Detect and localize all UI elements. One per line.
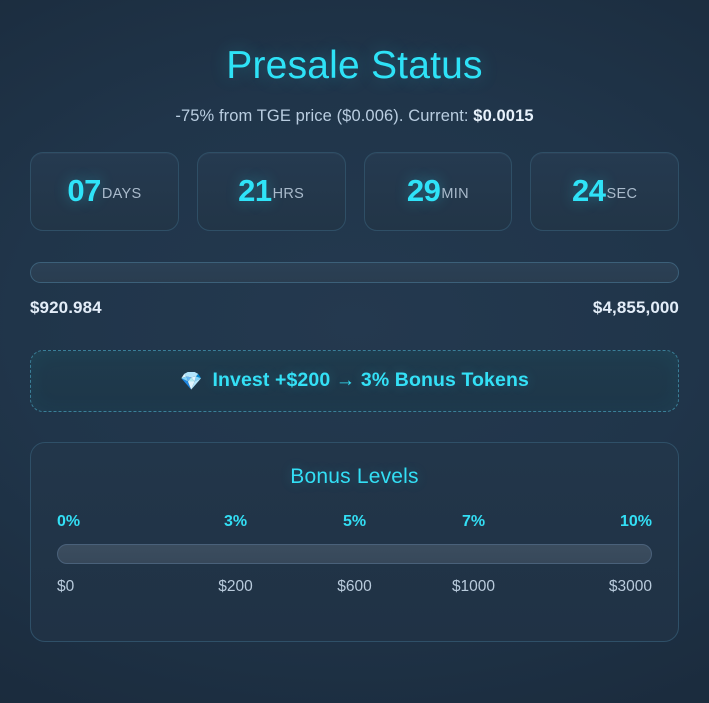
countdown-seconds-label: SEC (606, 186, 638, 203)
bonus-amount-3: $1000 (451, 577, 496, 595)
bonus-percent-1: 3% (223, 512, 248, 530)
bonus-percent-0: 0% (57, 512, 81, 530)
bonus-amount-0: $0 (57, 577, 75, 595)
current-price-value: $0.0015 (473, 106, 534, 125)
bonus-amount-4: $3000 (608, 577, 652, 595)
bonus-percent-labels: 0% 3% 5% 7% 10% (57, 513, 652, 531)
amount-raised: $920.984 (30, 297, 102, 317)
page-title: Presale Status (226, 44, 483, 87)
countdown-seconds-value: 24 (572, 173, 606, 209)
bonus-amount-labels: $0 $200 $600 $1000 $3000 (57, 578, 652, 596)
bonus-percent-4: 10% (619, 512, 652, 530)
progress-bar-track (30, 261, 679, 283)
gem-icon: 💎 (180, 370, 203, 391)
countdown-hours-label: HRS (272, 186, 305, 203)
countdown-timer: 07 DAYS 21 HRS 29 MIN 24 SEC (30, 151, 679, 231)
bonus-amount-2: $600 (337, 577, 372, 595)
invest-banner-label: Invest +$200 → 3% Bonus Tokens (212, 369, 529, 392)
subtitle-prefix-text: -75% from TGE price ($0.006). Current: (175, 106, 474, 125)
bonus-levels-card: Bonus Levels 0% 3% 5% 7% 10% $0 $200 $60… (30, 441, 679, 642)
countdown-box-hours: 21 HRS (196, 151, 346, 231)
countdown-minutes-label: MIN (441, 186, 469, 203)
price-subtitle: -75% from TGE price ($0.006). Current: $… (30, 107, 679, 126)
countdown-days-value: 07 (67, 173, 101, 209)
countdown-hours-value: 21 (238, 173, 272, 209)
bonus-levels-title: Bonus Levels (290, 464, 419, 488)
bonus-percent-3: 7% (461, 512, 486, 530)
countdown-box-seconds: 24 SEC (530, 151, 679, 231)
presale-progress: $920.984 $4,855,000 (30, 261, 679, 318)
progress-labels: $920.984 $4,855,000 (30, 298, 679, 318)
bonus-amount-1: $200 (218, 577, 253, 595)
amount-goal: $4,855,000 (592, 297, 679, 317)
countdown-box-days: 07 DAYS (30, 151, 179, 231)
countdown-box-minutes: 29 MIN (363, 151, 513, 231)
bonus-bar-track[interactable] (57, 543, 652, 564)
invest-bonus-banner[interactable]: 💎 Invest +$200 → 3% Bonus Tokens (30, 349, 679, 412)
bonus-percent-2: 5% (342, 512, 367, 530)
countdown-minutes-value: 29 (406, 173, 441, 209)
countdown-days-label: DAYS (101, 186, 142, 203)
